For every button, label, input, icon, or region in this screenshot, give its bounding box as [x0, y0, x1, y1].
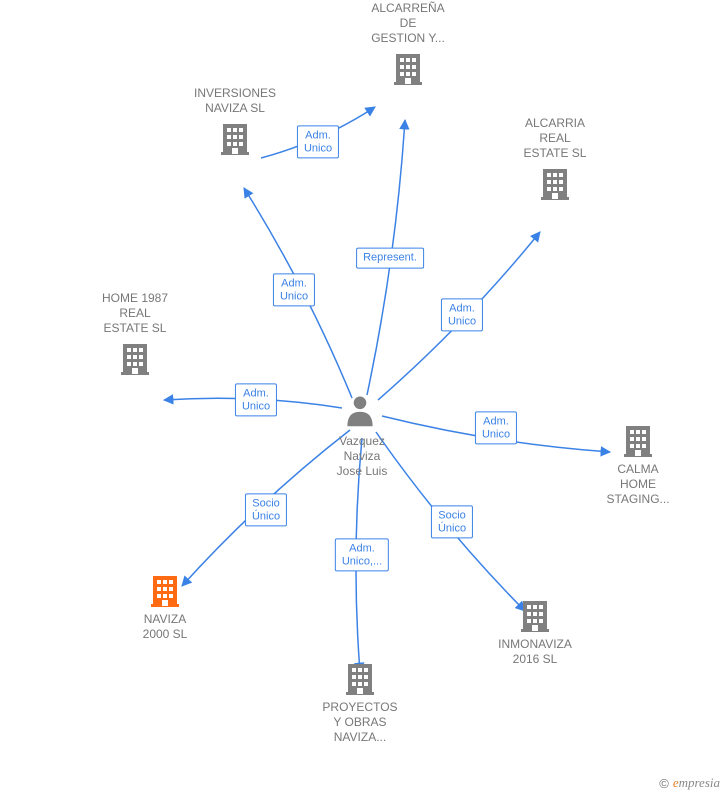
node-alcarrena[interactable]: ALCARREÑA DE GESTION Y...	[348, 1, 468, 88]
building-icon	[515, 595, 555, 635]
node-label: Vazquez Naviza Jose Luis	[337, 434, 388, 479]
edge-label: Socio Único	[431, 505, 473, 538]
node-naviza2000[interactable]: NAVIZA 2000 SL	[105, 570, 225, 642]
copyright-symbol: ©	[659, 776, 669, 791]
building-icon	[535, 163, 575, 203]
building-icon	[340, 658, 380, 698]
building-icon	[215, 118, 255, 158]
edge-label: Adm. Unico	[273, 273, 315, 306]
edge-label: Represent.	[356, 248, 424, 269]
building-icon	[145, 570, 185, 610]
edge-label: Adm. Unico	[235, 383, 277, 416]
edge-label: Adm. Unico	[297, 125, 339, 158]
edge-label: Socio Único	[245, 493, 287, 526]
node-calma[interactable]: CALMA HOME STAGING...	[578, 420, 698, 507]
node-label: INMONAVIZA 2016 SL	[498, 637, 572, 667]
building-icon	[388, 48, 428, 88]
node-label: ALCARRIA REAL ESTATE SL	[524, 116, 587, 161]
node-alcarria[interactable]: ALCARRIA REAL ESTATE SL	[495, 116, 615, 203]
person-icon	[342, 392, 382, 432]
edge-label: Adm. Unico	[475, 411, 517, 444]
building-icon	[115, 338, 155, 378]
footer-copyright: © empresia	[659, 775, 720, 791]
node-label: PROYECTOS Y OBRAS NAVIZA...	[322, 700, 397, 745]
building-icon	[618, 420, 658, 460]
network-diagram: Vazquez Naviza Jose Luis ALCARREÑA DE GE…	[0, 0, 728, 795]
node-person[interactable]: Vazquez Naviza Jose Luis	[302, 392, 422, 479]
node-label: HOME 1987 REAL ESTATE SL	[102, 291, 168, 336]
node-label: ALCARREÑA DE GESTION Y...	[371, 1, 445, 46]
node-home1987[interactable]: HOME 1987 REAL ESTATE SL	[75, 291, 195, 378]
edge-label: Adm. Unico	[441, 298, 483, 331]
node-label: NAVIZA 2000 SL	[143, 612, 188, 642]
edge-label: Adm. Unico,...	[335, 538, 389, 571]
node-inmonaviza[interactable]: INMONAVIZA 2016 SL	[475, 595, 595, 667]
node-proyectos[interactable]: PROYECTOS Y OBRAS NAVIZA...	[300, 658, 420, 745]
node-inversiones[interactable]: INVERSIONES NAVIZA SL	[175, 86, 295, 158]
node-label: INVERSIONES NAVIZA SL	[194, 86, 276, 116]
brand-logo: empresia	[673, 775, 720, 791]
node-label: CALMA HOME STAGING...	[606, 462, 669, 507]
